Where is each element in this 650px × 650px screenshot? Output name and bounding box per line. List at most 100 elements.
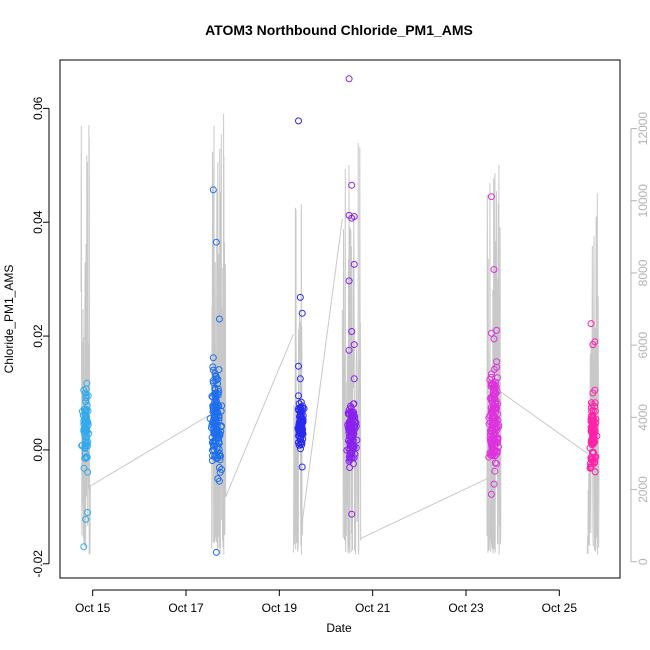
y-tick-label: 0.04 bbox=[31, 210, 45, 234]
data-point bbox=[490, 408, 498, 416]
x-axis-label: Date bbox=[326, 621, 352, 635]
data-point-outlier bbox=[587, 463, 595, 471]
y-tick-label: 0.06 bbox=[31, 96, 45, 120]
y2-tick-label: 4000 bbox=[636, 404, 650, 431]
data-point-outlier bbox=[298, 463, 306, 471]
data-point bbox=[82, 407, 90, 415]
data-point bbox=[591, 454, 599, 461]
data-point-outlier bbox=[295, 117, 302, 125]
y2-tick-label: 6000 bbox=[636, 332, 650, 359]
data-point bbox=[591, 422, 599, 429]
x-tick-label: Oct 23 bbox=[448, 601, 484, 615]
data-point bbox=[494, 438, 501, 446]
x-tick-label: Oct 25 bbox=[542, 601, 578, 615]
data-point bbox=[208, 421, 216, 429]
data-point-outlier bbox=[493, 326, 501, 334]
data-point-outlier bbox=[345, 346, 353, 354]
data-point bbox=[214, 454, 221, 462]
data-point bbox=[83, 426, 90, 434]
data-point bbox=[212, 372, 220, 380]
data-point bbox=[590, 435, 597, 443]
data-point bbox=[589, 418, 597, 426]
data-point bbox=[591, 468, 599, 476]
data-point bbox=[212, 400, 219, 407]
altitude-trace bbox=[211, 114, 227, 555]
data-point bbox=[82, 453, 90, 461]
data-point-outlier bbox=[350, 341, 358, 349]
data-point bbox=[295, 441, 303, 449]
data-point-outlier bbox=[80, 543, 88, 551]
data-point bbox=[491, 413, 499, 421]
data-point bbox=[591, 399, 599, 407]
data-point bbox=[345, 406, 353, 414]
altitude-connector bbox=[302, 218, 343, 519]
data-point bbox=[586, 464, 594, 472]
data-point bbox=[83, 419, 91, 426]
data-point-outlier bbox=[209, 186, 217, 194]
data-point bbox=[83, 453, 91, 461]
data-point bbox=[350, 400, 358, 408]
data-point bbox=[218, 402, 226, 410]
data-point bbox=[81, 449, 89, 457]
altitude-trace bbox=[80, 124, 91, 555]
y2-tick-label: 10000 bbox=[636, 184, 650, 218]
data-point bbox=[212, 427, 220, 435]
data-point bbox=[347, 449, 355, 457]
data-point bbox=[82, 435, 90, 443]
data-point-outlier bbox=[82, 398, 90, 405]
altitude-connector bbox=[360, 478, 488, 539]
data-point-outlier bbox=[348, 214, 356, 222]
data-point bbox=[81, 431, 89, 439]
data-point-outlier bbox=[209, 354, 217, 362]
data-point bbox=[487, 393, 495, 401]
data-point bbox=[491, 439, 499, 447]
data-point-outlier bbox=[298, 309, 306, 317]
data-point-outlier bbox=[209, 366, 217, 374]
data-point-outlier bbox=[296, 403, 304, 411]
data-point bbox=[490, 412, 498, 420]
data-point bbox=[490, 366, 498, 373]
data-point bbox=[491, 459, 499, 467]
data-point-outlier bbox=[345, 75, 353, 83]
data-point-outlier bbox=[591, 338, 599, 346]
data-point bbox=[491, 467, 499, 475]
data-point bbox=[587, 404, 595, 411]
x-tick-label: Oct 21 bbox=[355, 601, 391, 615]
data-point bbox=[348, 412, 355, 420]
data-point-outlier bbox=[215, 477, 223, 485]
data-point bbox=[591, 458, 598, 466]
data-point-outlier bbox=[212, 238, 220, 246]
data-point-outlier bbox=[493, 363, 501, 371]
altitude-connector bbox=[225, 334, 294, 497]
altitude-trace bbox=[586, 193, 600, 555]
data-point bbox=[346, 464, 354, 471]
data-point bbox=[487, 408, 495, 416]
axes-layer: -0.02 0.00 0.02 0.04 0.06 0 2000 4000 6000 8000 10… bbox=[31, 96, 650, 614]
data-point-outlier bbox=[348, 181, 356, 189]
data-point bbox=[348, 422, 356, 429]
data-point bbox=[490, 421, 498, 429]
data-point bbox=[209, 442, 217, 450]
y-tick-label: 0.00 bbox=[31, 438, 45, 462]
x-tick-label: Oct 15 bbox=[75, 601, 111, 615]
altitude-connector bbox=[90, 413, 212, 487]
data-point bbox=[80, 464, 88, 472]
data-point bbox=[349, 427, 357, 435]
data-point bbox=[488, 394, 496, 402]
data-point-outlier bbox=[296, 293, 304, 301]
data-point bbox=[491, 452, 499, 460]
data-point-outlier bbox=[591, 386, 599, 394]
data-point-outlier bbox=[348, 510, 356, 518]
data-point bbox=[591, 402, 599, 410]
data-point bbox=[211, 438, 219, 445]
secondary-series-layer bbox=[80, 114, 600, 555]
data-point-outlier bbox=[487, 490, 495, 498]
data-point bbox=[346, 454, 354, 462]
data-point bbox=[487, 426, 495, 434]
data-point bbox=[345, 437, 352, 445]
data-point-outlier bbox=[82, 515, 90, 523]
data-point bbox=[81, 444, 89, 452]
data-point-outlier bbox=[348, 328, 356, 335]
y-tick-label: -0.02 bbox=[31, 550, 45, 578]
